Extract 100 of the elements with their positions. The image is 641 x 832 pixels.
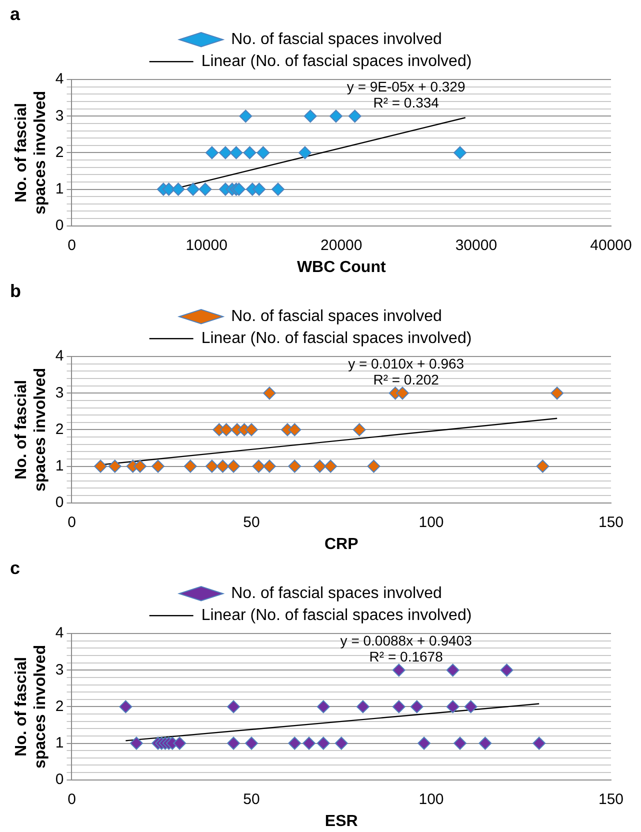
point [134, 460, 147, 473]
x-axis-title: CRP [324, 536, 359, 553]
point [288, 423, 302, 436]
y-axis-title: No. of fascial spaces involved [13, 368, 50, 492]
point [298, 146, 312, 160]
y-tick-label: 3 [55, 661, 64, 678]
y-tick-label: 4 [55, 624, 64, 642]
annotation: R² = 0.334 [373, 94, 440, 110]
point [304, 110, 317, 123]
annotation: R² = 0.202 [373, 371, 440, 388]
point [316, 736, 330, 750]
point [173, 736, 186, 750]
point [216, 460, 230, 473]
point [244, 736, 258, 750]
point [184, 460, 197, 473]
point [478, 736, 492, 750]
point [252, 182, 266, 196]
point [392, 664, 406, 677]
point [227, 460, 240, 473]
legend-label: No. of fascial spaces involved [231, 31, 442, 48]
point [418, 736, 431, 750]
point [410, 700, 424, 714]
point [348, 110, 362, 123]
chart-title: a [10, 4, 21, 24]
point [324, 460, 338, 473]
point [532, 736, 546, 750]
point [227, 700, 240, 714]
legend-label: Linear (No. of fascial spaces involved) [201, 607, 472, 624]
point [198, 182, 212, 196]
point [256, 146, 270, 160]
y-tick-label: 0 [55, 770, 64, 788]
point [152, 460, 165, 473]
point [272, 182, 285, 196]
y-tick-label: 1 [55, 734, 64, 752]
point [232, 182, 246, 196]
point [313, 460, 326, 473]
x-tick-label: 100 [418, 514, 444, 531]
x-tick-label: 0 [68, 790, 76, 808]
y-tick-label: 1 [55, 180, 64, 198]
point [220, 423, 233, 436]
point [392, 700, 406, 714]
y-tick-label: 1 [55, 457, 64, 474]
point [119, 700, 132, 714]
point [262, 460, 276, 473]
annotation: y = 9E-05x + 0.329 [346, 78, 466, 94]
point [108, 460, 122, 473]
point [230, 146, 243, 160]
y-tick-label: 2 [55, 698, 64, 715]
x-axis-title: WBC Count [296, 258, 386, 276]
point [352, 423, 366, 436]
y-tick-label: 0 [55, 216, 64, 234]
y-tick-label: 3 [55, 107, 64, 124]
x-tick-label: 0 [68, 514, 76, 531]
y-tick-label: 2 [55, 144, 64, 161]
point [454, 736, 467, 750]
point [396, 386, 409, 400]
x-tick-label: 150 [598, 790, 624, 808]
point [329, 110, 342, 123]
point [464, 700, 478, 714]
point [536, 460, 550, 473]
y-tick-label: 3 [55, 384, 64, 402]
chart-title: c [10, 558, 20, 578]
x-tick-label: 20000 [320, 236, 362, 254]
point [288, 736, 302, 750]
x-tick-label: 0 [68, 236, 76, 254]
x-tick-label: 40000 [590, 236, 632, 254]
x-tick-label: 10000 [186, 236, 228, 254]
x-tick-label: 50 [243, 790, 260, 808]
point [227, 736, 240, 750]
y-tick-label: 0 [55, 494, 64, 511]
point [243, 146, 256, 160]
point [218, 146, 232, 160]
point [186, 182, 200, 196]
y-tick-label: 4 [55, 348, 64, 365]
x-tick-label: 150 [598, 514, 624, 531]
y-axis-title: No. of fascial spaces involved [13, 644, 50, 769]
point [288, 460, 302, 473]
point [454, 146, 467, 160]
point [94, 460, 108, 473]
point [334, 736, 348, 750]
point [262, 386, 276, 400]
legend-label: No. of fascial spaces involved [231, 308, 442, 326]
point [302, 736, 316, 750]
point [205, 460, 218, 473]
annotation: y = 0.0088x + 0.9403 [340, 632, 472, 648]
point [172, 182, 185, 196]
point [252, 460, 266, 473]
point [446, 664, 460, 677]
point [244, 423, 258, 436]
x-tick-label: 30000 [455, 236, 498, 254]
point [446, 700, 460, 714]
y-axis-title: No. of fascial spaces involved [13, 90, 50, 215]
point [356, 700, 370, 714]
y-tick-label: 2 [55, 420, 64, 438]
annotation: y = 0.010x + 0.963 [348, 355, 464, 372]
point [550, 386, 564, 400]
point [316, 700, 330, 714]
annotation: R² = 0.1678 [369, 648, 444, 664]
x-axis-title: ESR [324, 812, 358, 830]
point [367, 460, 380, 473]
